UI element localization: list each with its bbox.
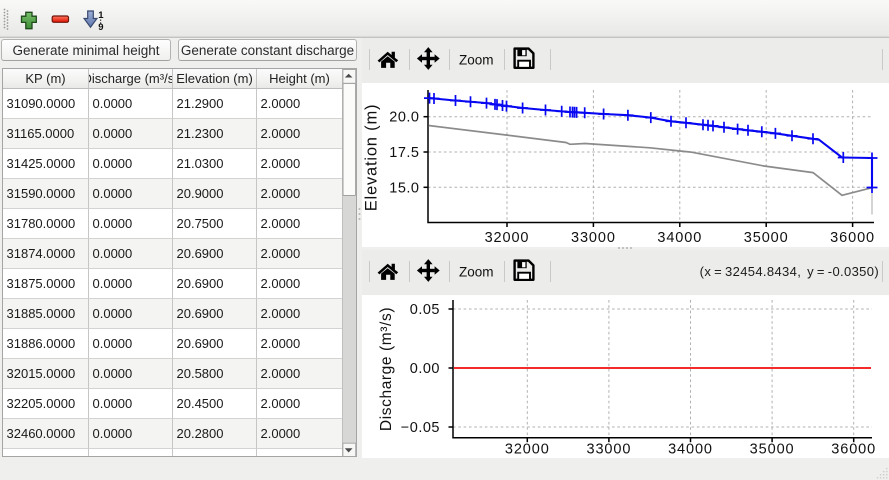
svg-text:32000: 32000 bbox=[485, 230, 530, 246]
svg-text:33000: 33000 bbox=[571, 230, 616, 246]
svg-text:Zoom: Zoom bbox=[459, 53, 494, 68]
svg-text:35000: 35000 bbox=[744, 230, 789, 246]
svg-text:Zoom: Zoom bbox=[459, 265, 494, 280]
svg-text:1: 1 bbox=[98, 10, 104, 21]
svg-text:20.0: 20.0 bbox=[389, 110, 419, 126]
svg-text:−0.05: −0.05 bbox=[401, 420, 440, 436]
svg-text:0.00: 0.00 bbox=[410, 361, 440, 377]
svg-text:9: 9 bbox=[98, 22, 103, 33]
svg-text:0.05: 0.05 bbox=[410, 302, 440, 318]
svg-text:36000: 36000 bbox=[830, 230, 875, 246]
svg-text:34000: 34000 bbox=[657, 230, 702, 246]
svg-text:34000: 34000 bbox=[668, 442, 713, 458]
svg-text:36000: 36000 bbox=[831, 442, 876, 458]
svg-text:(x = 32454.8434, y = -0.0350): (x = 32454.8434, y = -0.0350) bbox=[700, 264, 879, 279]
svg-text:15.0: 15.0 bbox=[389, 180, 419, 196]
svg-text:32000: 32000 bbox=[505, 442, 550, 458]
svg-text:Elevation (m): Elevation (m) bbox=[363, 104, 381, 212]
svg-text:35000: 35000 bbox=[750, 442, 795, 458]
svg-text:17.5: 17.5 bbox=[389, 145, 419, 161]
svg-text:33000: 33000 bbox=[586, 442, 631, 458]
svg-text:Discharge (m³/s): Discharge (m³/s) bbox=[378, 307, 395, 431]
